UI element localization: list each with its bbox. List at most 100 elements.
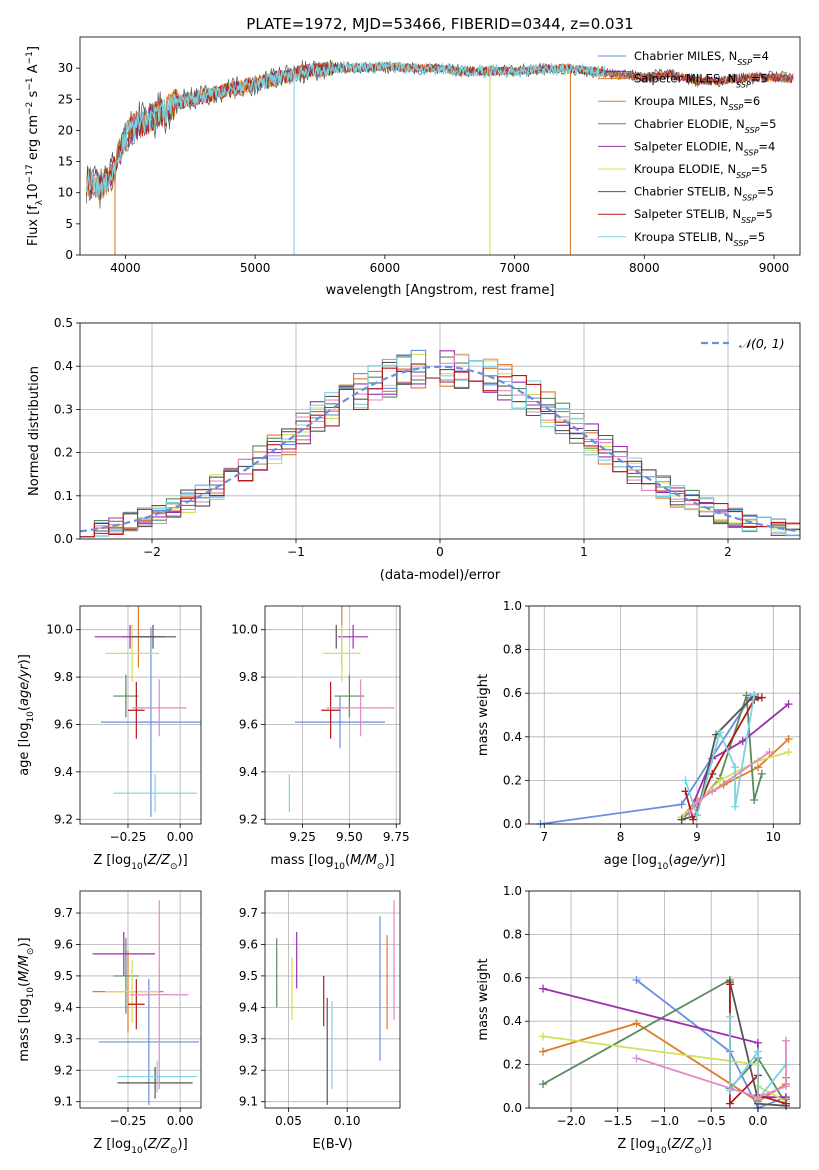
label-part: SSP xyxy=(741,216,756,225)
x-tick-label: 9000 xyxy=(759,261,790,275)
y-tick-label: 20 xyxy=(58,123,73,137)
weight-marker xyxy=(753,1038,762,1047)
label-part: 10 xyxy=(26,987,36,999)
label-part: ( xyxy=(345,853,350,868)
weight-marker xyxy=(781,1099,790,1108)
weight-line xyxy=(540,694,755,825)
y-tick-label: 9.3 xyxy=(54,1032,73,1046)
label-part: Z/Z xyxy=(671,1137,695,1152)
plot-frame xyxy=(528,605,801,825)
legend-label: Kroupa MILES, NSSP=6 xyxy=(634,94,760,112)
label-part: Z/Z xyxy=(147,853,171,868)
label-part: SSP xyxy=(736,80,751,89)
y-tick-label: 5 xyxy=(65,217,73,231)
y-tick-label: 9.1 xyxy=(54,1095,73,1109)
label-part: ] xyxy=(26,46,41,51)
label-part: age/yr xyxy=(17,663,32,706)
y-tick-label: 0.3 xyxy=(54,402,73,416)
label-part: =5 xyxy=(751,72,768,86)
y-tick-label: 9.8 xyxy=(239,670,258,684)
y-tick-label: 9.4 xyxy=(54,765,73,779)
y-tick-label: 9.6 xyxy=(54,717,73,731)
label-part: ( xyxy=(143,1137,148,1152)
plot-frame xyxy=(264,605,401,825)
weight-marker xyxy=(677,815,686,824)
residual-histogram xyxy=(80,356,800,538)
y-axis-label: age [log10(age/yr)] xyxy=(17,654,36,776)
label-part: mass [log xyxy=(270,853,333,868)
label-part: =5 xyxy=(751,162,768,176)
label-part: Z [log xyxy=(93,1137,131,1152)
weight-marker xyxy=(715,728,724,737)
weight-marker xyxy=(784,734,793,743)
y-tick-label: 9.2 xyxy=(239,812,258,826)
label-part: λ xyxy=(35,199,45,205)
label-part: Z [log xyxy=(617,1137,655,1152)
x-tick-label: 6000 xyxy=(370,261,401,275)
label-part: 10 xyxy=(131,1146,143,1156)
weight-marker xyxy=(539,984,548,993)
label-part: )] xyxy=(178,853,188,868)
label-part: )] xyxy=(384,853,394,868)
label-part: Z [log xyxy=(93,853,131,868)
label-part: −1 xyxy=(25,51,35,64)
label-part: Flux [f xyxy=(26,205,41,246)
label-part: ( xyxy=(17,982,32,987)
y-tick-label: 0 xyxy=(65,248,73,262)
y-tick-label: 9.2 xyxy=(54,1063,73,1077)
weight-marker xyxy=(781,1082,790,1091)
weight-marker xyxy=(757,769,766,778)
label-part: SSP xyxy=(734,238,749,247)
y-tick-label: 9.7 xyxy=(54,906,73,920)
x-tick-label: 7 xyxy=(540,830,548,844)
y-tick-label: 0.8 xyxy=(503,927,522,941)
x-tick-label: 0.00 xyxy=(167,830,194,844)
weight-marker xyxy=(632,1054,641,1063)
legend-label: Salpeter ELODIE, NSSP=4 xyxy=(634,139,775,157)
weight-marker xyxy=(753,1093,762,1102)
y-tick-label: 0.4 xyxy=(503,1014,522,1028)
x-tick-label: 0 xyxy=(436,545,444,559)
y-tick-label: 0.2 xyxy=(503,773,522,787)
y-tick-label: 9.6 xyxy=(239,717,258,731)
x-tick-label: 8000 xyxy=(629,261,660,275)
plot-frame xyxy=(79,36,801,256)
y-tick-label: 9.6 xyxy=(54,937,73,951)
label-part: age [log xyxy=(17,723,32,776)
weight-marker xyxy=(757,693,766,702)
y-tick-label: 0.4 xyxy=(54,359,73,373)
label-part: )] xyxy=(17,937,32,947)
y-tick-label: 9.4 xyxy=(239,1000,258,1014)
legend-label: Kroupa ELODIE, NSSP=5 xyxy=(634,162,768,180)
weight-marker xyxy=(725,1012,734,1021)
data-layer xyxy=(79,58,801,1112)
y-tick-label: 0.2 xyxy=(503,1058,522,1072)
residual-histogram xyxy=(80,361,800,538)
weight-marker xyxy=(753,1047,762,1056)
plot-frame xyxy=(528,890,801,1109)
label-part: 10 xyxy=(26,183,41,200)
label-part: age [log xyxy=(604,853,657,868)
weight-line xyxy=(684,695,756,819)
label-part: −17 xyxy=(25,164,35,183)
label-part: =5 xyxy=(760,117,777,131)
y-tick-label: 0.2 xyxy=(54,446,73,460)
label-part: 10 xyxy=(26,711,36,723)
x-axis-label: age [log10(age/yr)] xyxy=(604,853,726,872)
label-part: =4 xyxy=(758,139,775,153)
weight-line xyxy=(636,1040,787,1099)
x-axis-label: mass [log10(M/M⊙)] xyxy=(270,853,394,872)
y-tick-label: 1.0 xyxy=(503,599,522,613)
weight-marker xyxy=(738,737,747,746)
label-part: )] xyxy=(702,1137,712,1152)
label-part: ( xyxy=(667,1137,672,1152)
label-part: −2 xyxy=(25,102,35,115)
label-part: SSP xyxy=(736,171,751,180)
x-tick-label: −0.5 xyxy=(697,1114,726,1128)
label-part: =5 xyxy=(756,207,773,221)
y-tick-label: 10.0 xyxy=(231,623,258,637)
plot-frame xyxy=(79,605,202,825)
y-tick-label: 9.5 xyxy=(54,969,73,983)
weight-marker xyxy=(781,1036,790,1045)
label-part: Kroupa MILES, N xyxy=(634,94,729,108)
